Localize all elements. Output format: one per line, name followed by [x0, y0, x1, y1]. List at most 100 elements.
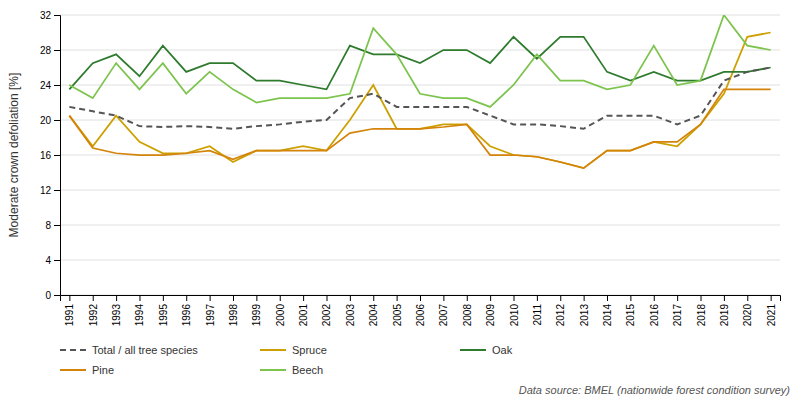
x-tick: 2005 [392, 295, 403, 326]
x-tick-mark [490, 295, 491, 301]
x-tick-label: 2016 [649, 304, 660, 327]
y-tick: 32 [40, 10, 60, 21]
y-tick-mark [54, 225, 60, 226]
grid-line [60, 120, 780, 121]
grid-line [60, 15, 780, 16]
y-tick: 4 [45, 255, 60, 266]
x-tick: 1996 [181, 295, 192, 326]
y-tick-mark [54, 50, 60, 51]
series-line [69, 37, 770, 90]
x-tick: 1999 [251, 295, 262, 326]
x-tick-mark [701, 295, 702, 301]
series-line [69, 15, 770, 107]
x-tick-mark [69, 295, 70, 301]
legend-item: Pine [60, 364, 114, 376]
x-tick-label: 2000 [275, 304, 286, 327]
y-tick: 12 [40, 185, 60, 196]
legend-swatch [460, 349, 486, 351]
x-tick: 2016 [649, 295, 660, 326]
x-tick: 2020 [742, 295, 753, 326]
y-tick: 16 [40, 150, 60, 161]
legend-swatch [260, 349, 286, 351]
x-tick-label: 1999 [251, 304, 262, 327]
x-tick-label: 2017 [672, 304, 683, 327]
x-tick-label: 2004 [368, 304, 379, 327]
x-tick: 1991 [64, 295, 75, 326]
x-tick-label: 1995 [158, 304, 169, 327]
y-tick: 24 [40, 80, 60, 91]
x-tick: 2002 [321, 295, 332, 326]
y-axis: 048121620242832 [40, 10, 61, 301]
x-tick-mark [654, 295, 655, 301]
x-tick-mark [116, 295, 117, 301]
series-line [69, 68, 770, 129]
legend-item: Spruce [260, 344, 327, 356]
x-tick: 1998 [228, 295, 239, 326]
legend-swatch [60, 349, 86, 351]
x-tick-mark [607, 295, 608, 301]
x-tick-mark [560, 295, 561, 301]
x-tick-mark [233, 295, 234, 301]
x-tick-label: 2015 [625, 304, 636, 327]
y-tick-mark [54, 120, 60, 121]
x-tick: 2010 [509, 295, 520, 326]
x-tick-label: 1993 [111, 304, 122, 327]
legend-swatch [60, 369, 86, 371]
y-tick: 8 [45, 220, 60, 231]
x-tick: 2006 [415, 295, 426, 326]
chart: 1991199219931994199519961997199819992000… [0, 0, 800, 400]
x-tick-mark [280, 295, 281, 301]
x-tick-mark [467, 295, 468, 301]
x-tick-mark [443, 295, 444, 301]
x-tick: 2018 [696, 295, 707, 326]
legend-label: Pine [92, 364, 114, 376]
x-tick: 2007 [438, 295, 449, 326]
x-tick-mark [771, 295, 772, 301]
plot: 1991199219931994199519961997199819992000… [7, 10, 781, 327]
x-tick-label: 2001 [298, 304, 309, 327]
y-tick-label: 8 [45, 220, 51, 231]
y-tick-mark [54, 190, 60, 191]
x-tick-label: 2002 [321, 304, 332, 327]
x-tick-mark [397, 295, 398, 301]
legend-item: Beech [260, 364, 323, 376]
x-tick-label: 1997 [205, 304, 216, 327]
y-tick-label: 28 [40, 45, 52, 56]
x-tick-mark [350, 295, 351, 301]
x-tick: 1997 [205, 295, 216, 326]
x-tick: 2012 [555, 295, 566, 326]
x-tick-label: 2014 [602, 304, 613, 327]
x-tick-mark [514, 295, 515, 301]
x-tick-mark [93, 295, 94, 301]
grid-line [60, 225, 780, 226]
x-tick-mark [326, 295, 327, 301]
x-tick-label: 1991 [64, 304, 75, 327]
y-tick-label: 0 [45, 290, 51, 301]
y-tick-label: 12 [40, 185, 52, 196]
x-tick: 2011 [532, 295, 543, 326]
x-tick-label: 2010 [509, 304, 520, 327]
y-tick-mark [54, 155, 60, 156]
x-tick-label: 2021 [766, 304, 777, 327]
x-tick-mark [747, 295, 748, 301]
x-tick: 2000 [275, 295, 286, 326]
x-axis: 1991199219931994199519961997199819992000… [61, 295, 781, 326]
x-tick-mark [139, 295, 140, 301]
x-tick: 1993 [111, 295, 122, 326]
x-tick: 2009 [485, 295, 496, 326]
x-tick-label: 2003 [345, 304, 356, 327]
x-tick-label: 2020 [742, 304, 753, 327]
x-tick-mark [163, 295, 164, 301]
x-tick: 2021 [766, 295, 777, 326]
x-tick-label: 2005 [392, 304, 403, 327]
y-axis-line [54, 16, 61, 296]
x-tick-mark [373, 295, 374, 301]
x-tick-label: 2018 [696, 304, 707, 327]
y-tick-label: 16 [40, 150, 52, 161]
y-tick-mark [54, 295, 60, 296]
legend: Total / all tree speciesSpruceOakPineBee… [60, 344, 513, 376]
y-tick-mark [54, 15, 60, 16]
legend-label: Beech [292, 364, 323, 376]
x-tick: 2017 [672, 295, 683, 326]
y-axis-title: Moderate crown defoliation [%] [7, 73, 21, 238]
